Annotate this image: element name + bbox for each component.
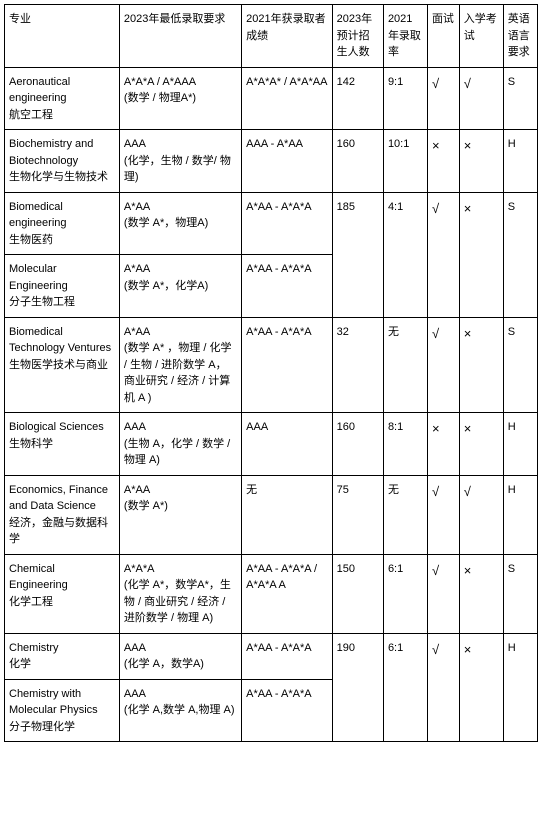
table-row: Biochemistry and Biotechnology生物化学与生物技术A…: [5, 130, 538, 193]
cell-major: Biomedical engineering生物医药: [5, 192, 120, 255]
cell-major: Aeronautical engineering航空工程: [5, 67, 120, 130]
cell-major: Chemistry with Molecular Physics分子物理化学: [5, 679, 120, 742]
cell-min-req: AAA(化学 A，数学A): [119, 633, 241, 679]
header-intake: 2023年预计招生人数: [332, 5, 383, 68]
cell-interview: √: [427, 317, 459, 413]
cell-exam: ×: [459, 130, 503, 193]
table-row: Biological Sciences生物科学AAA(生物 A，化学 / 数学 …: [5, 413, 538, 476]
cell-min-req: AAA(化学 A,数学 A,物理 A): [119, 679, 241, 742]
cell-interview: ×: [427, 130, 459, 193]
header-min-req: 2023年最低录取要求: [119, 5, 241, 68]
cell-achieved: A*AA - A*A*A: [242, 255, 332, 318]
cell-exam: ×: [459, 554, 503, 633]
cell-intake: 160: [332, 130, 383, 193]
cell-interview: √: [427, 67, 459, 130]
cell-major: Molecular Engineering分子生物工程: [5, 255, 120, 318]
cell-intake: 142: [332, 67, 383, 130]
cell-intake: 185: [332, 192, 383, 317]
cell-min-req: A*A*A(化学 A*，数学A*，生物 / 商业研究 / 经济 / 进阶数学 /…: [119, 554, 241, 633]
cell-min-req: AAA(生物 A，化学 / 数学 / 物理 A): [119, 413, 241, 476]
cell-interview: √: [427, 633, 459, 742]
cell-exam: ×: [459, 633, 503, 742]
cell-english: S: [503, 192, 537, 317]
header-interview: 面试: [427, 5, 459, 68]
cell-min-req: AAA(化学，生物 / 数学/ 物理): [119, 130, 241, 193]
cell-english: H: [503, 475, 537, 554]
cell-achieved: A*A*A* / A*A*AA: [242, 67, 332, 130]
cell-rate: 6:1: [383, 554, 427, 633]
cell-achieved: 无: [242, 475, 332, 554]
cell-major: Economics, Finance and Data Science经济，金融…: [5, 475, 120, 554]
cell-intake: 160: [332, 413, 383, 476]
cell-exam: ×: [459, 317, 503, 413]
table-header-row: 专业 2023年最低录取要求 2021年获录取者成绩 2023年预计招生人数 2…: [5, 5, 538, 68]
cell-interview: √: [427, 192, 459, 317]
cell-intake: 75: [332, 475, 383, 554]
cell-rate: 无: [383, 475, 427, 554]
table-row: Economics, Finance and Data Science经济，金融…: [5, 475, 538, 554]
cell-achieved: A*AA - A*A*A: [242, 192, 332, 255]
cell-min-req: A*AA(数学 A*，化学A): [119, 255, 241, 318]
cell-rate: 10:1: [383, 130, 427, 193]
cell-min-req: A*AA(数学 A*): [119, 475, 241, 554]
cell-major: Chemistry化学: [5, 633, 120, 679]
cell-intake: 32: [332, 317, 383, 413]
cell-major: Biomedical Technology Ventures生物医学技术与商业: [5, 317, 120, 413]
cell-interview: ×: [427, 413, 459, 476]
cell-rate: 9:1: [383, 67, 427, 130]
cell-rate: 4:1: [383, 192, 427, 317]
cell-achieved: A*AA - A*A*A: [242, 679, 332, 742]
table-row: Chemistry化学AAA(化学 A，数学A)A*AA - A*A*A1906…: [5, 633, 538, 679]
cell-achieved: A*AA - A*A*A / A*A*A A: [242, 554, 332, 633]
cell-achieved: AAA - A*AA: [242, 130, 332, 193]
cell-interview: √: [427, 554, 459, 633]
cell-min-req: A*AA(数学 A*，物理A): [119, 192, 241, 255]
cell-rate: 6:1: [383, 633, 427, 742]
header-english: 英语语言要求: [503, 5, 537, 68]
cell-english: S: [503, 67, 537, 130]
cell-major: Biochemistry and Biotechnology生物化学与生物技术: [5, 130, 120, 193]
cell-english: S: [503, 317, 537, 413]
cell-major: Chemical Engineering化学工程: [5, 554, 120, 633]
cell-english: S: [503, 554, 537, 633]
cell-intake: 150: [332, 554, 383, 633]
cell-exam: ×: [459, 192, 503, 317]
header-rate: 2021年录取率: [383, 5, 427, 68]
cell-min-req: A*A*A / A*AAA(数学 / 物理A*): [119, 67, 241, 130]
header-major: 专业: [5, 5, 120, 68]
admissions-table: 专业 2023年最低录取要求 2021年获录取者成绩 2023年预计招生人数 2…: [4, 4, 538, 742]
header-achieved: 2021年获录取者成绩: [242, 5, 332, 68]
cell-achieved: A*AA - A*A*A: [242, 633, 332, 679]
cell-achieved: AAA: [242, 413, 332, 476]
header-exam: 入学考试: [459, 5, 503, 68]
cell-exam: ×: [459, 413, 503, 476]
cell-interview: √: [427, 475, 459, 554]
cell-exam: √: [459, 475, 503, 554]
cell-achieved: A*AA - A*A*A: [242, 317, 332, 413]
table-row: Biomedical Technology Ventures生物医学技术与商业A…: [5, 317, 538, 413]
cell-major: Biological Sciences生物科学: [5, 413, 120, 476]
cell-english: H: [503, 130, 537, 193]
cell-intake: 190: [332, 633, 383, 742]
cell-rate: 8:1: [383, 413, 427, 476]
table-row: Aeronautical engineering航空工程A*A*A / A*AA…: [5, 67, 538, 130]
table-row: Chemical Engineering化学工程A*A*A(化学 A*，数学A*…: [5, 554, 538, 633]
table-row: Biomedical engineering生物医药A*AA(数学 A*，物理A…: [5, 192, 538, 255]
table-body: Aeronautical engineering航空工程A*A*A / A*AA…: [5, 67, 538, 742]
cell-english: H: [503, 413, 537, 476]
cell-min-req: A*AA(数学 A* ，物理 / 化学 / 生物 / 进阶数学 A，商业研究 /…: [119, 317, 241, 413]
cell-rate: 无: [383, 317, 427, 413]
cell-english: H: [503, 633, 537, 742]
cell-exam: √: [459, 67, 503, 130]
